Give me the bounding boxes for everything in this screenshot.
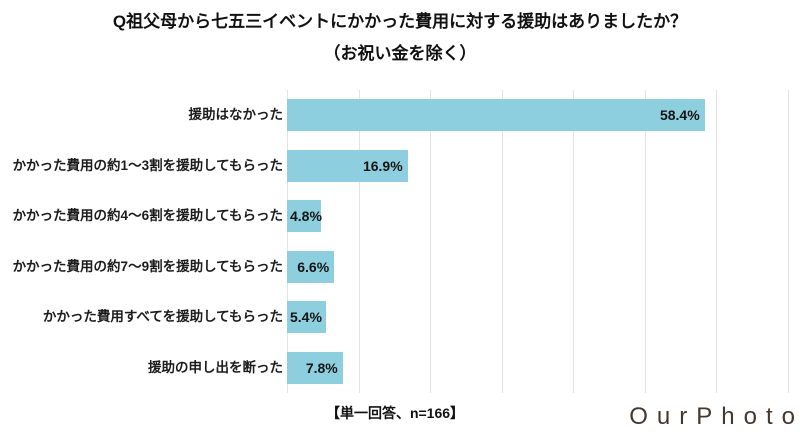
category-label: かかった費用すべてを援助してもらった: [42, 309, 283, 325]
category-label: 援助の申し出を断った: [148, 359, 283, 375]
bar: [287, 200, 322, 233]
gridline: [788, 90, 789, 393]
bar: [287, 99, 705, 132]
category-label: かかった費用の約1～3割を援助してもらった: [12, 157, 283, 173]
gridline: [501, 90, 503, 393]
chart-title-line1: Q祖父母から七五三イベントにかかった費用に対する援助はありましたか？: [112, 12, 688, 31]
gridline: [573, 90, 575, 393]
bar-chart: 援助はなかった 58.4% かかった費用の約1～3割を援助してもらった 16.9% かか…: [0, 90, 789, 393]
bar-area: 5.4%: [287, 292, 788, 343]
bar: [287, 351, 343, 384]
bar: [287, 149, 408, 182]
bar-rows: 援助はなかった 58.4% かかった費用の約1～3割を援助してもらった 16.9% かか…: [0, 90, 788, 393]
bar-area: 7.8%: [287, 343, 788, 394]
bar-area: 58.4%: [287, 90, 788, 141]
bar-area: 16.9%: [287, 141, 788, 192]
value-label: 6.6%: [297, 258, 330, 275]
category-label: かかった費用の約4～6割を援助してもらった: [12, 208, 283, 224]
bar-row: かかった費用の約7～9割を援助してもらった 6.6%: [0, 242, 788, 293]
chart-title: Q祖父母から七五三イベントにかかった費用に対する援助はありましたか？ （お祝い金…: [0, 12, 800, 63]
survey-note: 【単一回答、n=166】: [325, 405, 465, 421]
bar-area: 6.6%: [287, 242, 788, 293]
bar: [287, 250, 335, 283]
category-label: 援助はなかった: [188, 107, 284, 123]
value-label: 16.9%: [362, 157, 403, 174]
bar-row: かかった費用すべてを援助してもらった 5.4%: [0, 292, 788, 343]
bar-row: 援助はなかった 58.4%: [0, 90, 788, 141]
bar-row: かかった費用の約4～6割を援助してもらった 4.8%: [0, 191, 788, 242]
gridline: [644, 90, 646, 393]
value-label: 4.8%: [290, 208, 322, 225]
value-label: 5.4%: [290, 309, 322, 326]
chart-title-line2: （お祝い金を除く）: [323, 44, 477, 63]
gridline: [430, 90, 432, 393]
gridlines: [287, 90, 789, 393]
bar: [287, 301, 326, 334]
value-label: 58.4%: [659, 107, 700, 124]
gridline: [358, 90, 360, 393]
gridline: [287, 90, 288, 393]
bar-area: 4.8%: [287, 191, 788, 242]
bar-row: かかった費用の約1～3割を援助してもらった 16.9%: [0, 141, 788, 192]
bar-row: 援助の申し出を断った 7.8%: [0, 343, 788, 394]
category-label: かかった費用の約7～9割を援助してもらった: [12, 258, 283, 274]
gridline: [716, 90, 718, 393]
ourphoto-logo: OurPhoto: [629, 403, 800, 430]
value-label: 7.8%: [305, 359, 338, 376]
